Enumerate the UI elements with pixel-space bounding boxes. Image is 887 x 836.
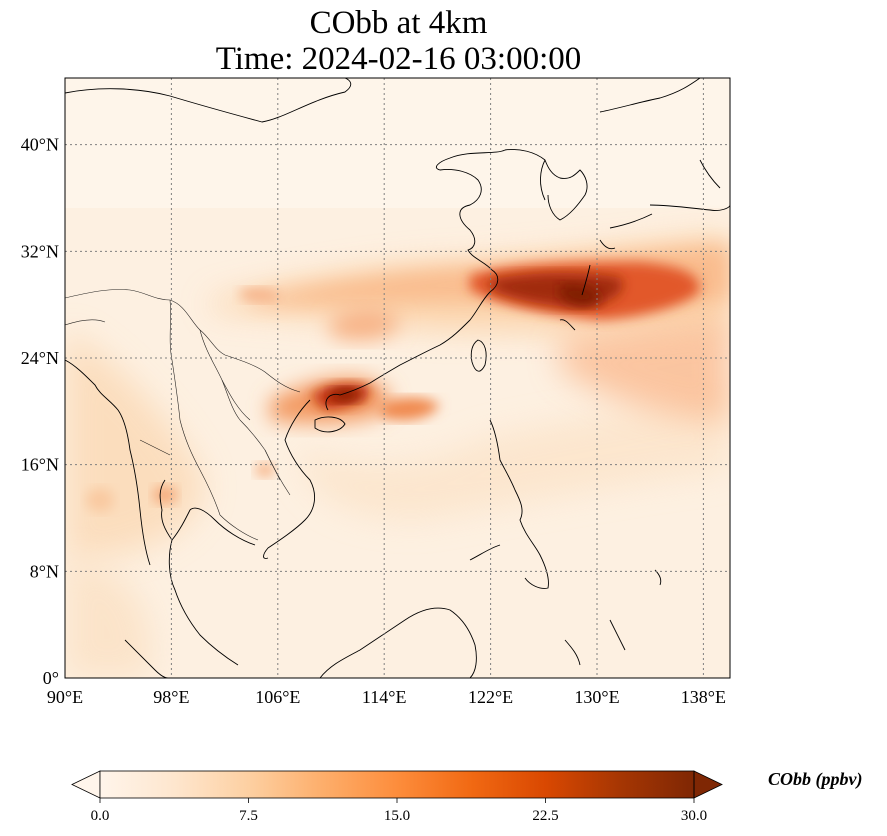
concentration-field xyxy=(65,78,730,678)
colorbar-tick-label: 22.5 xyxy=(532,808,558,824)
colorbar-label: CObb (ppbv) xyxy=(768,769,863,789)
x-tick-label: 122°E xyxy=(468,687,513,707)
map-frame xyxy=(64,77,731,679)
colorbar-min-extend xyxy=(71,770,101,799)
y-tick-label: 32°N xyxy=(21,241,59,261)
y-tick-label: 0° xyxy=(43,668,59,688)
x-tick-label: 114°E xyxy=(362,687,407,707)
y-axis-ticks: 0° 8°N 16°N 24°N 32°N 40°N xyxy=(21,135,59,688)
country-borders xyxy=(65,289,301,541)
y-tick-label: 16°N xyxy=(21,455,59,475)
map-gridlines xyxy=(65,78,730,678)
colorbar-tick-label: 15.0 xyxy=(384,808,410,824)
x-tick-label: 138°E xyxy=(681,687,726,707)
colorbar-tick-label: 30.0 xyxy=(681,808,707,824)
y-tick-label: 8°N xyxy=(30,561,59,581)
x-tick-label: 130°E xyxy=(574,687,619,707)
map-time-subtitle: Time: 2024-02-16 03:00:00 xyxy=(215,41,582,77)
coastlines xyxy=(65,78,730,678)
colorbar-tick-label: 0.0 xyxy=(91,808,110,824)
colorbar-ticks: 0.0 7.5 15.0 22.5 30.0 xyxy=(91,798,707,824)
map-title: CObb at 4km xyxy=(309,5,488,41)
x-tick-label: 98°E xyxy=(153,687,189,707)
colorbar: 0.0 7.5 15.0 22.5 30.0 xyxy=(71,770,723,824)
x-tick-label: 90°E xyxy=(47,687,83,707)
colorbar-tick-label: 7.5 xyxy=(239,808,258,824)
colorbar-gradient xyxy=(100,771,694,798)
x-axis-ticks: 90°E 98°E 106°E 114°E 122°E 130°E 138°E xyxy=(47,687,726,707)
y-tick-label: 40°N xyxy=(21,135,59,155)
x-tick-label: 106°E xyxy=(255,687,300,707)
y-tick-label: 24°N xyxy=(21,348,59,368)
colorbar-max-extend xyxy=(693,770,723,799)
